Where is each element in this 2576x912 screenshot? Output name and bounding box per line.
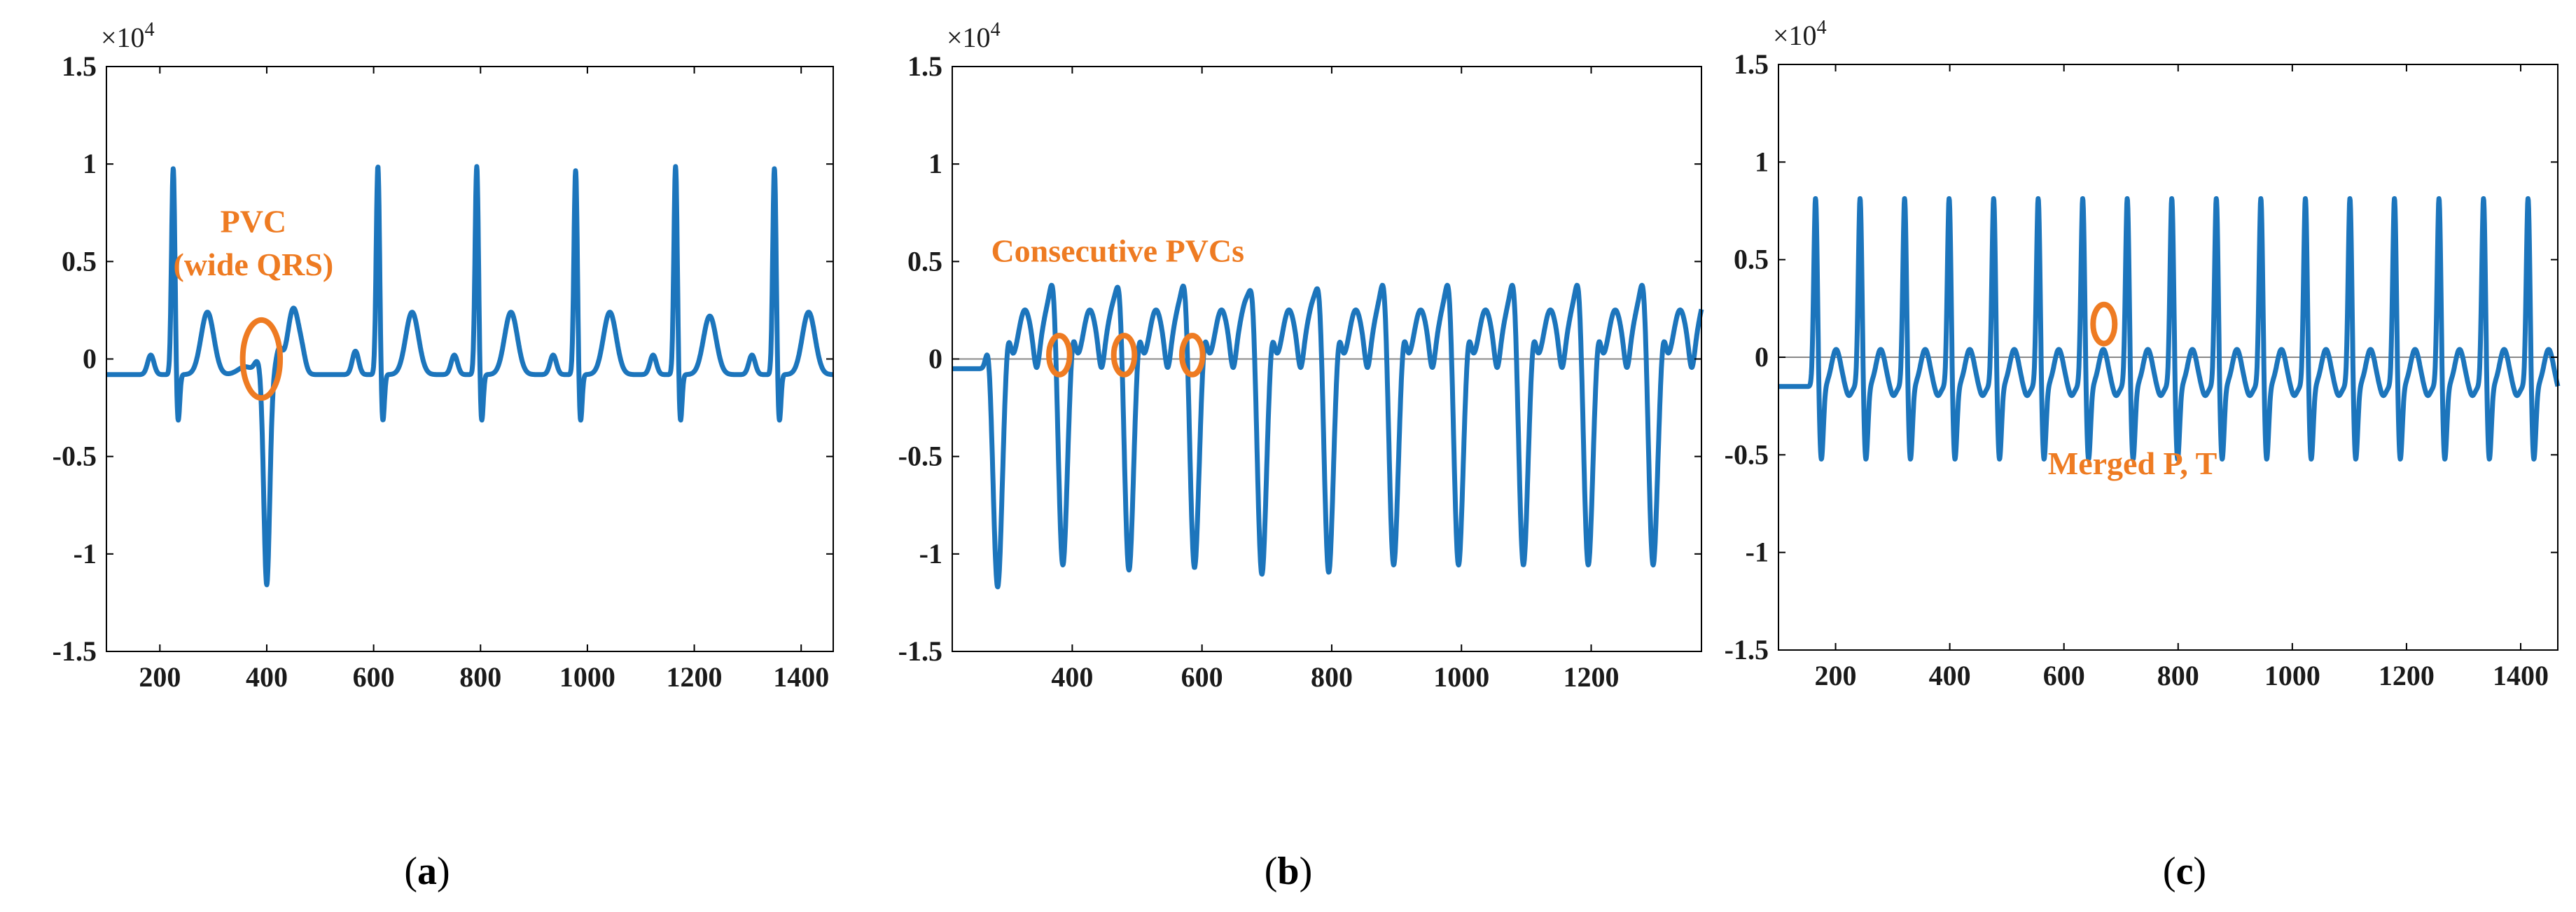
axis-exponent-label: ×104	[101, 19, 155, 53]
highlight-circle	[1111, 333, 1138, 378]
panel-caption: (b)	[1265, 850, 1312, 893]
x-tick-label: 400	[1051, 661, 1093, 693]
y-tick-label: -1.5	[898, 635, 942, 667]
panel-b: -1.5 -1 -0.5 0 0.5 1 1.5 400 600 800 1000 1200 ×104 C…	[898, 19, 1704, 893]
annotation-text: (wide QRS)	[174, 247, 334, 282]
axes-frame	[106, 66, 834, 652]
x-tick-label: 1400	[2493, 660, 2549, 691]
y-tick-label: -0.5	[1725, 438, 1769, 470]
x-tick-label: 600	[353, 661, 395, 693]
y-tick-label: 0.5	[1734, 244, 1769, 275]
ecg-signal-line	[1776, 196, 2561, 462]
x-tick-label: 1000	[559, 661, 615, 693]
axis-exponent-label: ×104	[947, 19, 1001, 53]
y-tick-label: 1.5	[62, 50, 97, 82]
axis-exponent-label: ×104	[1773, 17, 1827, 51]
annotation-text: PVC	[221, 204, 287, 240]
y-tick-label: -0.5	[53, 441, 97, 472]
highlight-circle	[2090, 301, 2118, 347]
x-tick-label: 1000	[1433, 661, 1489, 693]
annotation-text: Merged P, T	[2048, 445, 2217, 481]
x-tick-label: 1200	[1564, 661, 1620, 693]
ecg-signal-line	[950, 282, 1704, 590]
x-tick-label: 200	[1815, 660, 1857, 691]
panel-c: -1.5 -1 -0.5 0 0.5 1 1.5 200 400 600 800 1000 1200 14…	[1725, 17, 2561, 893]
y-tick-label: -0.5	[898, 441, 942, 472]
y-tick-label: -1.5	[1725, 634, 1769, 665]
x-tick-label: 800	[2157, 660, 2199, 691]
panel-caption: (a)	[404, 850, 450, 893]
x-tick-label: 800	[1311, 661, 1353, 693]
y-tick-label: 1	[83, 148, 97, 179]
y-tick-label: 0.5	[907, 245, 942, 277]
x-tick-label: 400	[1929, 660, 1971, 691]
y-tick-label: -1	[74, 538, 97, 569]
x-tick-label: 1200	[667, 661, 723, 693]
highlight-circle	[1178, 333, 1206, 378]
y-tick-label: -1	[919, 538, 942, 569]
y-tick-label: 1	[1755, 146, 1769, 177]
x-tick-label: 200	[139, 661, 181, 693]
panel-a: -1.5 -1 -0.5 0 0.5 1 1.5 200 400 600 800 1000 1200 14…	[53, 19, 835, 893]
highlight-circle	[239, 317, 284, 401]
x-tick-label: 1400	[773, 661, 829, 693]
y-tick-label: 0.5	[62, 245, 97, 277]
y-tick-label: 1.5	[907, 50, 942, 82]
y-tick-label: 0	[928, 343, 942, 375]
highlight-circle	[1046, 333, 1073, 378]
y-tick-label: -1.5	[53, 635, 97, 667]
x-tick-label: 1000	[2264, 660, 2320, 691]
y-tick-label: 0	[83, 343, 97, 375]
y-tick-label: 1	[928, 148, 942, 179]
panel-caption: (c)	[2163, 850, 2206, 893]
ecg-signal-line	[104, 164, 835, 588]
annotation-text: Consecutive PVCs	[991, 233, 1244, 268]
x-tick-label: 600	[1181, 661, 1223, 693]
x-tick-label: 600	[2043, 660, 2085, 691]
x-tick-label: 400	[246, 661, 288, 693]
y-tick-label: -1	[1746, 537, 1769, 568]
x-tick-label: 1200	[2379, 660, 2435, 691]
y-tick-label: 1.5	[1734, 48, 1769, 80]
y-tick-label: 0	[1755, 341, 1769, 373]
x-tick-label: 800	[459, 661, 501, 693]
